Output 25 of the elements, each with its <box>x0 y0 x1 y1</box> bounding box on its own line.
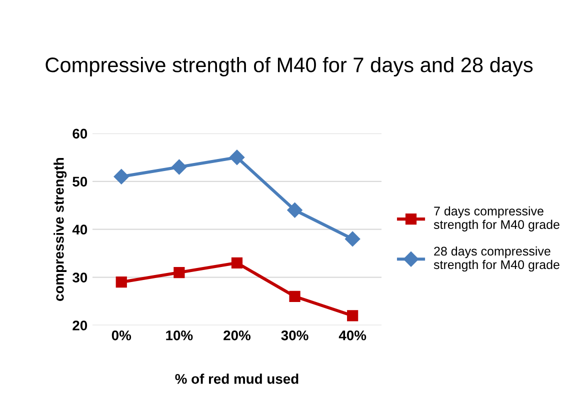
x-axis-title: % of red mud used <box>175 374 298 384</box>
x-tick-label: 20% <box>224 330 251 340</box>
y-tick-label: 60 <box>72 128 88 139</box>
y-axis-title: compressive strength <box>54 158 67 301</box>
point <box>174 266 185 278</box>
point <box>114 169 129 184</box>
x-tick-label: 0% <box>112 330 132 340</box>
x-tick-label: 40% <box>338 330 366 340</box>
point <box>345 231 360 247</box>
x-tick-label: 10% <box>166 330 193 340</box>
point <box>287 202 302 218</box>
chart-title: Compressive strength of M40 for 7 days and 28 days <box>46 57 533 76</box>
y-tick-label: 50 <box>72 176 88 187</box>
point <box>229 150 245 165</box>
y-tick-label: 40 <box>72 224 88 235</box>
point <box>116 276 127 288</box>
point <box>172 159 187 175</box>
point <box>347 310 358 322</box>
x-tick-label: 30% <box>281 330 308 340</box>
legend-label: 28 days compressive strength for M40 grade <box>434 246 560 272</box>
y-tick-label: 30 <box>72 272 88 282</box>
point <box>231 257 243 268</box>
legend-label: 7 days compressive strength for M40 grade <box>434 206 560 232</box>
point <box>289 290 300 302</box>
y-tick-label: 20 <box>72 320 88 330</box>
